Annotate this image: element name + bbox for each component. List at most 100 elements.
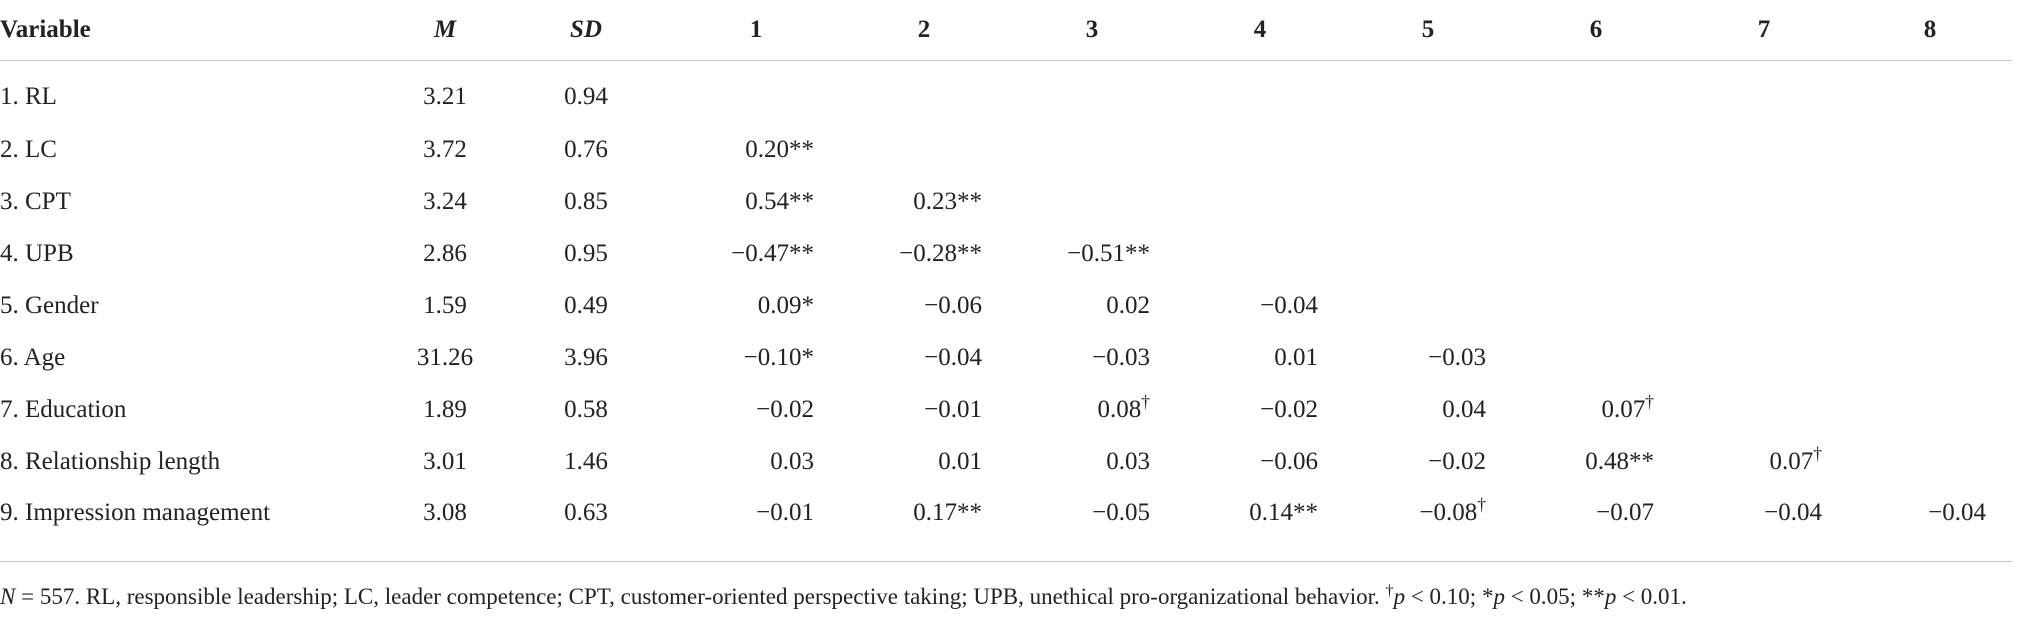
table-row: 6. Age 31.26 3.96 −0.10* −0.04 −0.03 0.01 −0.03 [0,332,2012,384]
table-row: 5. Gender 1.59 0.49 0.09* −0.06 0.02 −0.04 [0,280,2012,332]
cell-mean: 3.72 [423,136,467,163]
cell-variable: 3. CPT [0,188,71,215]
cell-correlation: −0.02 [756,396,814,423]
cell-variable: 6. Age [0,344,66,371]
cell-correlation: 0.03 [770,448,814,475]
cell-correlation: 0.07† [1769,443,1823,475]
cell-sd: 0.58 [564,396,608,423]
cell-correlation: −0.04 [924,344,982,371]
cell-correlation: 0.04 [1442,396,1486,423]
cell-correlation [1680,176,1848,228]
cell-correlation: 0.02 [1106,292,1150,319]
cell-correlation: −0.02 [1260,396,1318,423]
cell-sd: 0.95 [564,240,608,267]
note-dagger: † [1385,582,1394,600]
cell-correlation: −0.03 [1428,344,1486,371]
cell-correlation: 0.17** [913,499,982,526]
cell-correlation [1848,436,2012,488]
cell-correlation [840,124,1008,176]
header-col-3: 3 [1008,0,1176,61]
cell-correlation [1008,124,1176,176]
correlation-table: Variable M SD 1 2 3 4 5 6 7 8 1. RL 3.21 0… [0,0,2012,546]
cell-mean: 31.26 [416,344,474,371]
table-row: 2. LC 3.72 0.76 0.20** [0,124,2012,176]
cell-correlation: 0.48** [1585,448,1654,475]
cell-correlation: −0.01 [756,499,814,526]
cell-correlation: −0.04 [1928,499,1986,526]
cell-correlation: 0.08† [1097,391,1151,423]
cell-correlation [1344,228,1512,280]
cell-correlation [1344,280,1512,332]
cell-mean: 3.24 [423,188,467,215]
note-p2-label: p [1493,584,1505,609]
note-p3-label: p [1604,584,1617,609]
cell-correlation: −0.28** [899,240,982,267]
cell-correlation: 0.20** [745,136,814,163]
cell-correlation [1848,176,2012,228]
cell-variable: 5. Gender [0,292,99,319]
cell-correlation [1848,228,2012,280]
header-col-6: 6 [1512,0,1680,61]
header-sd: SD [500,0,672,61]
cell-correlation: −0.03 [1092,344,1150,371]
table-row: 4. UPB 2.86 0.95 −0.47** −0.28** −0.51** [0,228,2012,280]
cell-sd: 0.94 [564,83,608,111]
header-col-4: 4 [1176,0,1344,61]
cell-correlation: −0.47** [731,240,814,267]
cell-correlation [1512,176,1680,228]
cell-variable: 8. Relationship length [0,448,221,475]
cell-correlation [1680,280,1848,332]
cell-correlation: −0.05 [1092,499,1150,526]
cell-correlation [1680,384,1848,436]
cell-correlation: −0.07 [1596,499,1654,526]
table-body: 1. RL 3.21 0.94 2. LC 3.72 0.76 0.20** 3. CPT 3.… [0,60,2012,546]
cell-correlation: −0.06 [924,292,982,319]
cell-correlation [1680,124,1848,176]
header-col-2: 2 [840,0,1008,61]
cell-sd: 0.49 [564,292,608,319]
cell-sd: 1.46 [564,448,608,475]
cell-correlation [1680,332,1848,384]
note-p1-label: p [1393,584,1406,609]
cell-mean: 2.86 [423,240,467,267]
cell-correlation: −0.06 [1260,448,1318,475]
dagger-mark: † [1645,391,1654,412]
cell-correlation [1512,124,1680,176]
cell-mean: 1.89 [423,396,467,423]
cell-correlation [1512,60,1680,124]
cell-correlation [1848,332,2012,384]
table-footnote: N = 557. RL, responsible leadership; LC,… [0,582,1687,610]
note-p2-text: < 0.05; ** [1504,584,1605,609]
table-row: 8. Relationship length 3.01 1.46 0.03 0.01 0.… [0,436,2012,488]
table-row: 1. RL 3.21 0.94 [0,60,2012,124]
header-row: Variable M SD 1 2 3 4 5 6 7 8 [0,0,2012,61]
cell-correlation: 0.23** [913,188,982,215]
table-bottom-rule [0,561,2012,562]
note-n-text: = 557. RL, responsible leadership; LC, l… [15,584,1386,609]
cell-correlation: −0.04 [1764,499,1822,526]
cell-correlation [1512,332,1680,384]
cell-correlation: 0.09* [757,292,814,319]
dagger-mark: † [1141,391,1150,412]
cell-correlation [1176,228,1344,280]
cell-correlation: 0.03 [1106,448,1150,475]
cell-correlation [1008,60,1176,124]
cell-sd: 0.63 [564,499,608,526]
cell-correlation [672,60,840,124]
cell-correlation [1344,176,1512,228]
dagger-mark: † [1813,443,1822,464]
table-row: 7. Education 1.89 0.58 −0.02 −0.01 0.08† −0.02… [0,384,2012,436]
table-row: 3. CPT 3.24 0.85 0.54** 0.23** [0,176,2012,228]
cell-correlation [1848,124,2012,176]
cell-correlation [1176,60,1344,124]
cell-sd: 3.96 [564,344,608,371]
cell-correlation: 0.01 [1274,344,1318,371]
cell-mean: 3.08 [423,499,467,526]
cell-correlation: −0.08† [1419,494,1486,526]
cell-correlation: −0.51** [1067,240,1150,267]
cell-variable: 2. LC [0,136,57,163]
cell-correlation: 0.07† [1601,391,1655,423]
note-n-label: N [0,584,16,609]
cell-correlation [1344,60,1512,124]
